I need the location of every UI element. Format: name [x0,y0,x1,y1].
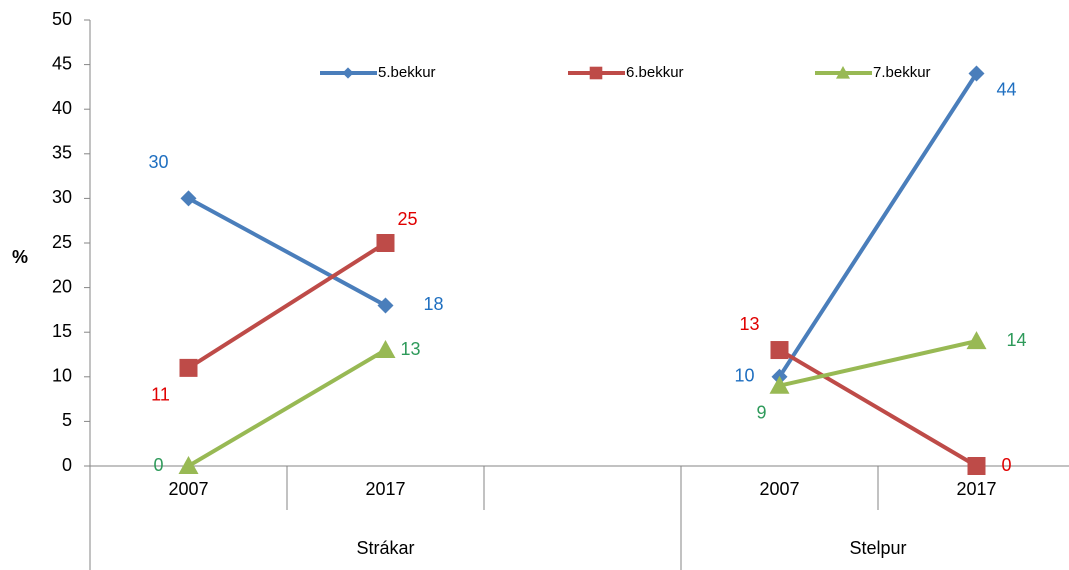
legend-label: 6.bekkur [626,64,684,81]
marker [770,341,789,360]
y-tick-label: 5 [62,410,72,430]
y-axis-label: % [12,247,28,267]
data-label: 9 [756,402,766,422]
data-label: 13 [400,339,420,359]
data-label: 10 [734,366,754,386]
x-tick-label: 2007 [168,479,208,499]
marker [968,65,985,82]
y-tick-label: 0 [62,455,72,475]
y-tick-label: 25 [52,232,72,252]
marker [966,331,987,350]
marker [376,234,395,252]
data-label: 18 [423,294,443,314]
marker [836,66,850,79]
y-tick-label: 45 [52,53,72,73]
data-label: 14 [1006,330,1026,350]
data-label: 44 [996,79,1016,99]
data-label: 0 [1001,455,1011,475]
x-tick-label: 2017 [956,479,996,499]
y-tick-label: 10 [52,366,72,386]
y-tick-label: 20 [52,276,72,296]
series-line [187,241,978,468]
marker [967,457,986,475]
y-tick-label: 40 [52,98,72,118]
data-label: 25 [397,209,417,229]
legend: 5.bekkur 6.bekkur 7.bekkur [320,64,931,81]
marker [589,66,603,80]
data-label: 11 [151,385,170,405]
marker [179,358,198,377]
group-label: Strákar [356,538,414,558]
marker [178,456,199,474]
marker [375,340,396,359]
y-tick-label: 35 [52,143,72,163]
y-tick-label: 30 [52,187,72,207]
marker [377,297,394,314]
data-label: 0 [153,455,163,475]
data-label: 13 [739,314,759,334]
x-tick-label: 2007 [759,479,799,499]
y-tick-label: 15 [52,321,72,341]
x-tick-label: 2017 [365,479,405,499]
group-label: Stelpur [849,538,906,558]
marker [342,67,354,79]
series-line [187,72,979,378]
y-tick-label: 50 [52,9,72,29]
series-line [187,339,977,468]
marker [769,375,790,394]
legend-label: 7.bekkur [873,64,931,81]
data-label: 30 [148,152,168,172]
marker [180,190,197,207]
legend-label: 5.bekkur [378,64,436,81]
